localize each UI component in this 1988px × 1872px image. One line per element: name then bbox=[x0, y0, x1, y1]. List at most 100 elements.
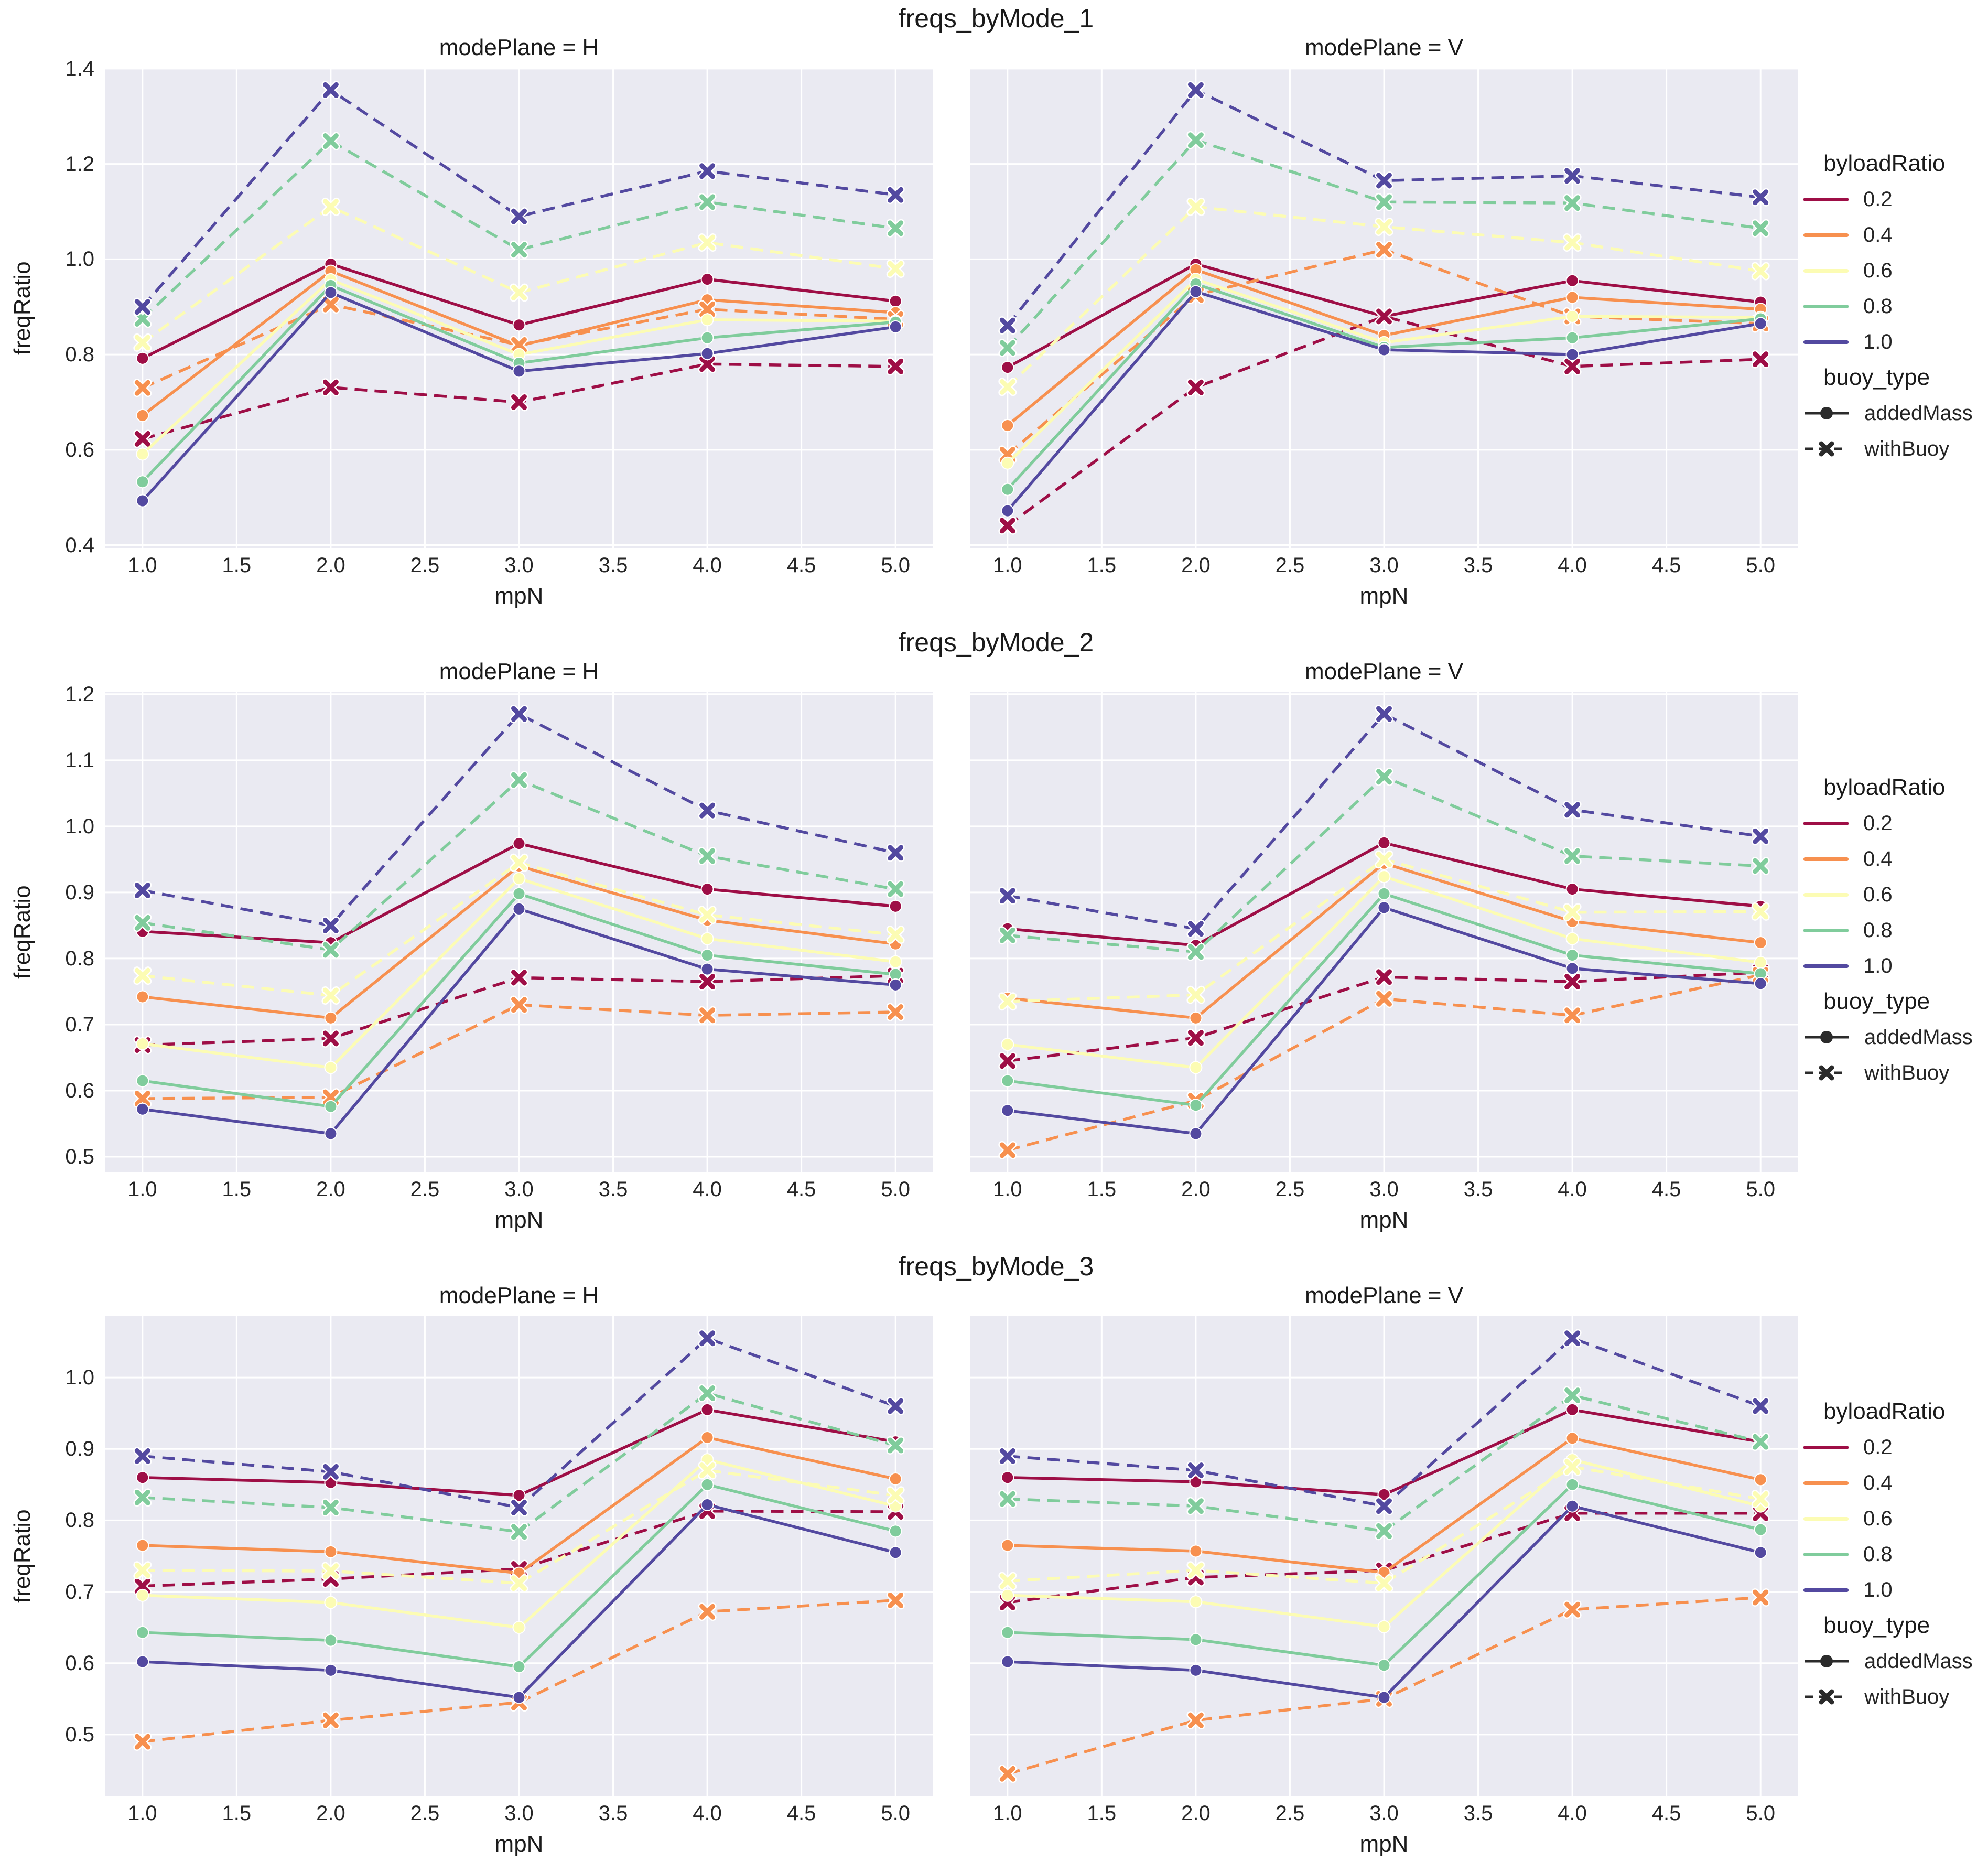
circle-marker bbox=[1565, 1499, 1579, 1513]
x-marker bbox=[1187, 987, 1204, 1003]
x-tick-label: 3.5 bbox=[598, 1178, 628, 1201]
circle-marker bbox=[136, 1588, 149, 1602]
circle-marker bbox=[1754, 936, 1767, 950]
series-line-0.2-withBuoy bbox=[1007, 1512, 1761, 1604]
circle-marker bbox=[512, 902, 526, 916]
x-marker bbox=[1753, 903, 1769, 920]
x-tick-label: 4.0 bbox=[1558, 1802, 1587, 1825]
legend-item-ratio-04: 0.4 bbox=[1803, 841, 1987, 877]
circle-marker bbox=[1189, 1127, 1203, 1141]
x-marker bbox=[1564, 1601, 1581, 1618]
x-marker bbox=[999, 379, 1015, 395]
series-line-0.6-withBuoy bbox=[142, 1469, 896, 1585]
x-marker bbox=[888, 1592, 904, 1608]
x-marker bbox=[511, 208, 527, 224]
circle-marker bbox=[1565, 291, 1579, 304]
x-tick-label: 2.0 bbox=[1181, 1802, 1211, 1825]
plot-modeplane-v bbox=[970, 1316, 1798, 1796]
x-marker bbox=[511, 394, 527, 410]
x-tick-label: 1.5 bbox=[1087, 1178, 1117, 1201]
ratio-0.8-swatch bbox=[1803, 1552, 1849, 1556]
x-marker bbox=[1187, 1462, 1204, 1479]
x-marker bbox=[322, 942, 339, 958]
x-tick-label: 1.5 bbox=[1087, 554, 1117, 577]
circle-marker bbox=[324, 1061, 338, 1074]
circle-marker bbox=[1377, 1488, 1391, 1501]
x-marker bbox=[999, 1766, 1015, 1782]
circle-marker bbox=[1377, 1620, 1391, 1633]
x-marker bbox=[511, 706, 527, 722]
x-axis-label-v: mpN bbox=[1359, 1831, 1409, 1857]
x-marker bbox=[888, 1398, 904, 1414]
circle-marker bbox=[1754, 1523, 1767, 1536]
ratio-0.6-swatch bbox=[1803, 268, 1849, 273]
x-marker bbox=[1753, 858, 1769, 874]
x-tick-label: 4.0 bbox=[1558, 1178, 1587, 1201]
circle-marker bbox=[1377, 1659, 1391, 1672]
facet-title-v: modePlane = V bbox=[1304, 1283, 1464, 1308]
x-marker bbox=[1376, 1498, 1392, 1514]
circle-marker bbox=[1565, 949, 1579, 962]
y-tick-label: 0.9 bbox=[65, 1437, 94, 1461]
x-marker bbox=[699, 1604, 716, 1620]
x-marker bbox=[134, 380, 150, 396]
figure-title: freqs_byMode_1 bbox=[898, 4, 1094, 33]
x-tick-label: 2.0 bbox=[1181, 1178, 1211, 1201]
x-tick-label: 2.5 bbox=[1275, 1178, 1305, 1201]
x-marker bbox=[1187, 1712, 1204, 1728]
circle-marker bbox=[1001, 1104, 1014, 1117]
circle-marker bbox=[512, 837, 526, 851]
x-marker bbox=[1376, 308, 1392, 325]
circle-marker bbox=[136, 351, 149, 365]
x-marker bbox=[1753, 189, 1769, 206]
circle-marker bbox=[324, 1100, 338, 1113]
circle-marker bbox=[1001, 1074, 1014, 1088]
circle-marker bbox=[512, 318, 526, 332]
x-marker bbox=[1376, 1575, 1392, 1591]
x-marker bbox=[699, 1007, 716, 1024]
legend: byloadRatio 0.2 0.4 0.6 0.8 1.0 buoy_typ… bbox=[1803, 146, 1987, 467]
x-tick-label: 4.5 bbox=[786, 1802, 816, 1825]
x-tick-label: 2.5 bbox=[1275, 554, 1305, 577]
circle-marker bbox=[136, 990, 149, 1004]
circle-marker bbox=[512, 1660, 526, 1674]
circle-marker bbox=[136, 1471, 149, 1484]
x-tick-label: 1.5 bbox=[222, 554, 252, 577]
x-marker bbox=[511, 1524, 527, 1540]
x-marker bbox=[322, 379, 339, 395]
withbuoy-line-icon bbox=[1805, 1689, 1849, 1705]
circle-marker bbox=[1001, 1655, 1014, 1669]
ratio-1.0-swatch bbox=[1803, 340, 1849, 344]
facet-title-v: modePlane = V bbox=[1304, 35, 1464, 60]
figure-title: freqs_byMode_3 bbox=[898, 1252, 1094, 1281]
circle-marker bbox=[700, 331, 714, 345]
x-marker bbox=[699, 356, 716, 372]
x-marker bbox=[888, 881, 904, 897]
circle-marker bbox=[1001, 361, 1014, 374]
x-marker bbox=[888, 927, 904, 943]
series-line-0.2-withBuoy bbox=[142, 1509, 896, 1588]
x-marker bbox=[1187, 1562, 1204, 1578]
circle-marker bbox=[889, 899, 902, 913]
circle-marker bbox=[1565, 932, 1579, 945]
circle-marker bbox=[1565, 962, 1579, 975]
x-axis-label-h: mpN bbox=[494, 1207, 544, 1233]
figure-freqs-bymode-2: freqs_byMode_2 modePlane = H modePlane =… bbox=[0, 624, 1988, 1248]
x-marker bbox=[322, 82, 339, 98]
x-marker bbox=[134, 1489, 150, 1505]
x-marker bbox=[1187, 199, 1204, 215]
circle-marker bbox=[1189, 1011, 1203, 1025]
y-tick-label: 0.4 bbox=[65, 533, 94, 557]
x-marker bbox=[511, 997, 527, 1013]
figure-title: freqs_byMode_2 bbox=[898, 628, 1094, 657]
circle-marker bbox=[324, 1127, 338, 1141]
circle-marker bbox=[1001, 504, 1014, 518]
x-marker bbox=[322, 133, 339, 149]
x-tick-label: 5.0 bbox=[881, 1802, 910, 1825]
facet-title-h: modePlane = H bbox=[439, 35, 599, 60]
x-marker bbox=[511, 284, 527, 300]
legend-title-byloadratio: byloadRatio bbox=[1823, 1398, 1946, 1424]
x-marker bbox=[134, 967, 150, 984]
x-marker bbox=[511, 855, 527, 871]
circle-marker bbox=[1001, 482, 1014, 496]
